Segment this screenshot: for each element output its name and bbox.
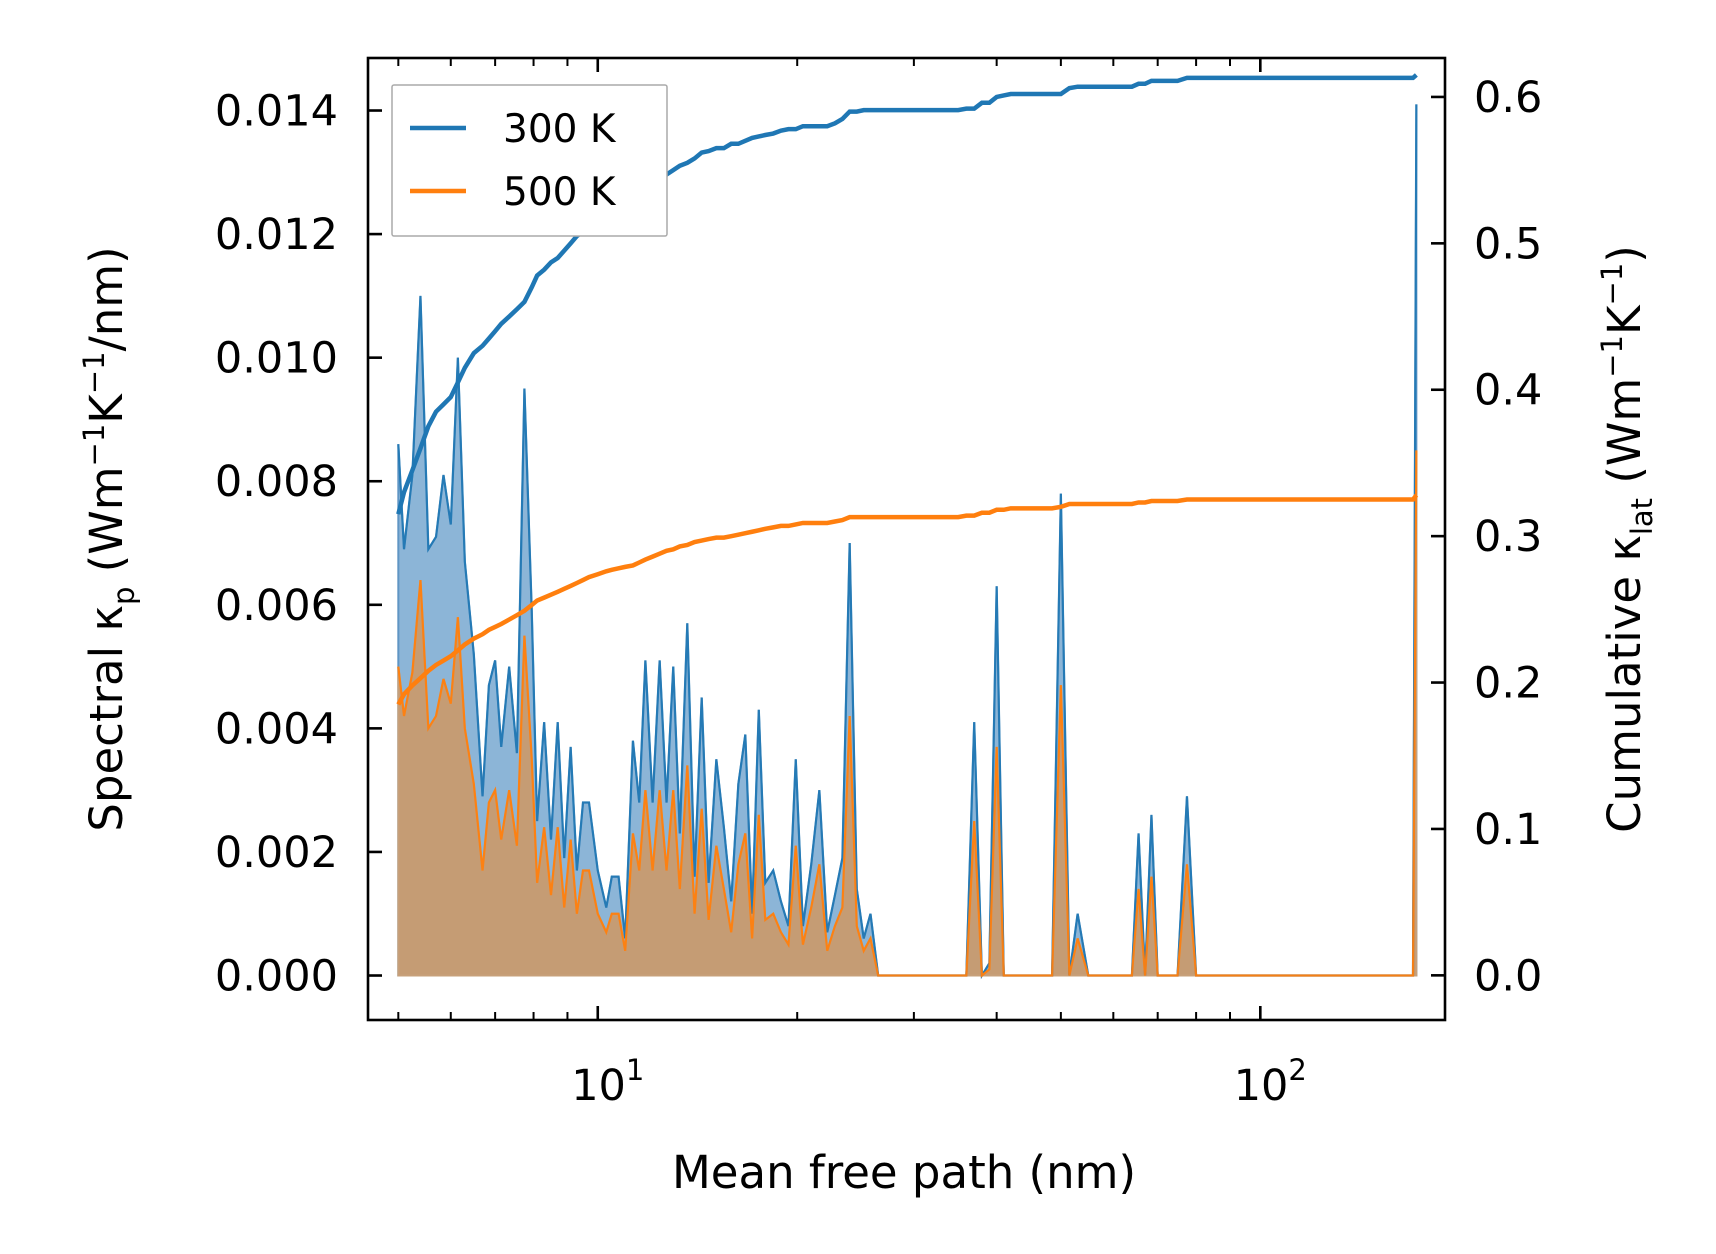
y-tick-label-left: 0.000	[215, 952, 338, 1002]
y-axis-label-left: Spectral κp (Wm−1K−1/nm)	[77, 246, 141, 831]
y-tick-label-right: 0.6	[1474, 73, 1542, 123]
y-tick-label-right: 0.4	[1474, 366, 1542, 416]
ticks	[368, 58, 1445, 1020]
legend-box	[391, 84, 668, 237]
y-tick-label-right: 0.0	[1474, 951, 1542, 1001]
y-tick-labels-right: 0.0 0.1 0.2 0.3 0.4 0.5 0.6	[1474, 73, 1542, 1001]
y-tick-label-left: 0.002	[215, 828, 338, 878]
x-tick-label: 101	[571, 1053, 644, 1111]
y-tick-label-left: 0.010	[215, 334, 338, 384]
plot-area	[396, 73, 1419, 980]
y-tick-label-left: 0.004	[215, 704, 338, 754]
spectral-line-500k	[397, 450, 1418, 978]
y-tick-label-right: 0.3	[1474, 512, 1542, 562]
x-tick-labels: 101 102	[571, 1053, 1307, 1111]
y-tick-labels-left: 0.000 0.002 0.004 0.006 0.008 0.010 0.01…	[215, 87, 338, 1002]
x-axis-label: Mean free path (nm)	[672, 1146, 1136, 1199]
y-tick-label-left: 0.008	[215, 457, 338, 507]
legend: 300 K 500 K	[391, 84, 668, 237]
x-tick-label: 102	[1234, 1053, 1307, 1111]
y-axis-label-right: Cumulative κlat (Wm−1K−1)	[1595, 245, 1659, 833]
legend-label-500k: 500 K	[503, 170, 617, 215]
y-tick-label-left: 0.012	[215, 210, 338, 260]
y-tick-label-right: 0.1	[1474, 805, 1542, 855]
axes-frame	[366, 56, 1447, 1022]
y-tick-label-right: 0.5	[1474, 219, 1542, 269]
legend-label-300k: 300 K	[503, 107, 617, 152]
cumulative-line-500k	[396, 493, 1419, 706]
y-tick-label-left: 0.006	[215, 581, 338, 631]
y-tick-label-right: 0.2	[1474, 659, 1542, 709]
y-tick-label-left: 0.014	[215, 87, 338, 137]
cumulative-line-300k	[396, 73, 1418, 515]
